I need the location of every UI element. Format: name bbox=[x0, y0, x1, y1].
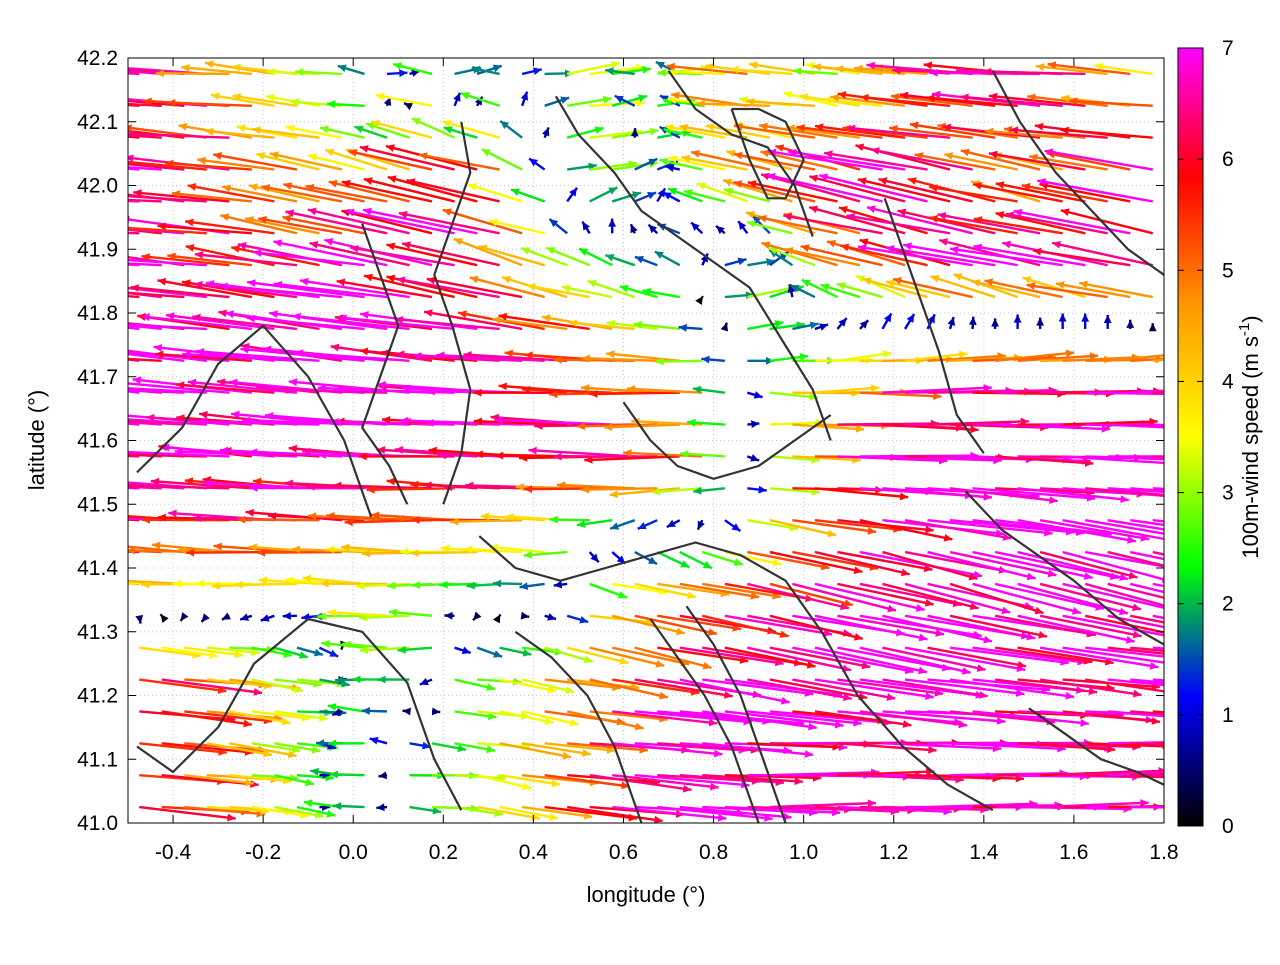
x-tick-label: 1.0 bbox=[789, 841, 818, 864]
x-tick-label: 0.0 bbox=[339, 841, 368, 864]
colorbar-tick-label: 7 bbox=[1222, 37, 1234, 60]
colorbar-tick-label: 6 bbox=[1222, 148, 1234, 171]
y-tick-label: 41.9 bbox=[77, 238, 118, 261]
y-axis-title: latitude (°) bbox=[24, 390, 49, 491]
colorbar-tick-label: 3 bbox=[1222, 482, 1234, 505]
colorbar-title-superscript: -1 bbox=[1236, 323, 1253, 336]
x-tick-label: -0.2 bbox=[245, 841, 281, 864]
y-tick-label: 41.5 bbox=[77, 493, 118, 516]
colorbar-tick-label: 1 bbox=[1222, 704, 1234, 727]
colorbar-tick-label: 5 bbox=[1222, 259, 1234, 282]
y-tick-label: 41.8 bbox=[77, 302, 118, 325]
colorbar-tick-label: 2 bbox=[1222, 593, 1234, 616]
x-tick-label: 0.6 bbox=[609, 841, 638, 864]
y-tick-label: 42.1 bbox=[77, 111, 118, 134]
x-tick-label: 0.4 bbox=[519, 841, 549, 864]
y-tick-label: 41.7 bbox=[77, 366, 118, 389]
x-tick-label: 1.4 bbox=[969, 841, 999, 864]
y-tick-label: 42.2 bbox=[77, 47, 118, 70]
y-tick-label: 41.0 bbox=[77, 812, 118, 835]
colorbar-title: 100m-wind speed (m s-1) bbox=[1236, 315, 1263, 558]
x-tick-label: 1.2 bbox=[879, 841, 908, 864]
y-tick-label: 41.1 bbox=[77, 748, 118, 771]
x-tick-label: 1.6 bbox=[1059, 841, 1088, 864]
colorbar bbox=[1178, 48, 1203, 826]
x-tick-label: -0.4 bbox=[155, 841, 192, 864]
colorbar-tick-label: 4 bbox=[1222, 370, 1234, 393]
y-tick-label: 41.6 bbox=[77, 430, 118, 453]
x-tick-label: 0.8 bbox=[699, 841, 728, 864]
y-tick-label: 41.4 bbox=[77, 557, 118, 580]
y-tick-label: 42.0 bbox=[77, 175, 118, 198]
colorbar-tick-label: 0 bbox=[1222, 815, 1234, 838]
x-tick-label: 1.8 bbox=[1149, 841, 1178, 864]
colorbar-title-close: ) bbox=[1238, 315, 1263, 322]
y-tick-label: 41.3 bbox=[77, 621, 118, 644]
colorbar-title-text: 100m-wind speed (m s bbox=[1238, 336, 1263, 559]
y-tick-label: 41.2 bbox=[77, 685, 118, 708]
x-axis-title: longitude (°) bbox=[587, 882, 706, 907]
x-tick-label: 0.2 bbox=[429, 841, 458, 864]
